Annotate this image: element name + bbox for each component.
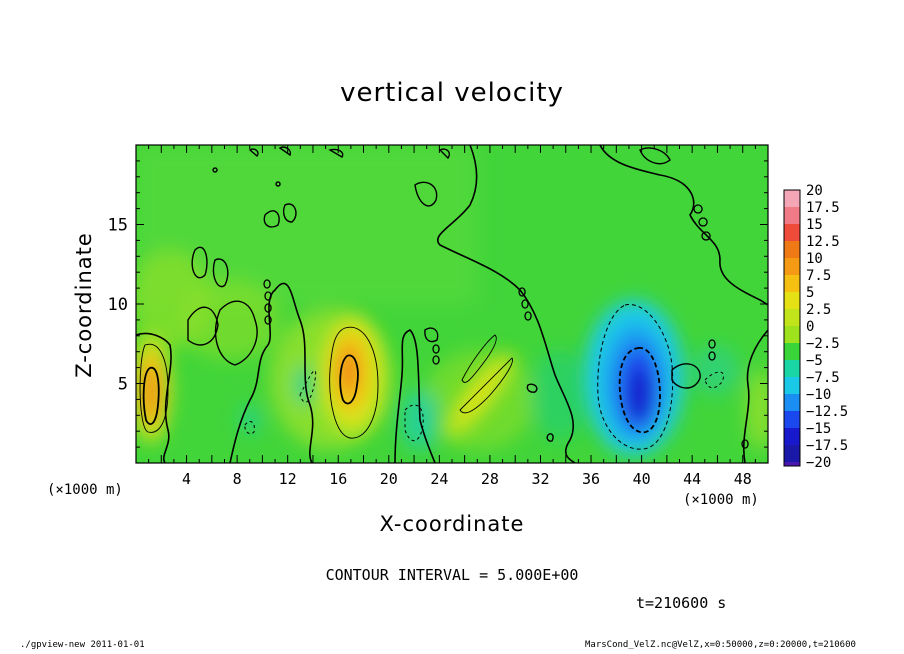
colorbar-label: 12.5	[806, 234, 840, 250]
contour-plus5-center	[329, 326, 379, 439]
colorbar-label: 5	[806, 285, 814, 301]
colorbar-swatch	[784, 462, 800, 467]
x-tick-label: 28	[481, 470, 499, 488]
colorbar-swatch	[784, 292, 800, 310]
contour-zero-e	[599, 145, 768, 306]
plot-area	[136, 145, 768, 463]
colorbar-label: −12.5	[806, 404, 848, 420]
colorbar-swatch	[784, 190, 800, 208]
colorbar-label: −5	[806, 353, 823, 369]
colorbar-swatch	[784, 224, 800, 242]
colorbar-swatch	[784, 394, 800, 412]
updraft-left	[136, 333, 171, 443]
colorbar-label: −15	[806, 421, 831, 437]
chart-title: vertical velocity	[340, 78, 564, 108]
colorbar-swatch	[784, 275, 800, 293]
contour-minus5-downdraft	[597, 304, 674, 450]
colorbar-swatch	[784, 445, 800, 463]
contour-top-fragments	[212, 146, 671, 187]
colorbar-swatch	[784, 207, 800, 225]
downdraft	[584, 300, 684, 456]
colorbar-swatch	[784, 377, 800, 395]
x-tick-label: 20	[380, 470, 398, 488]
colorbar-swatch	[784, 309, 800, 327]
contour-plus5-left	[139, 343, 169, 433]
contour-interval-text: CONTOUR INTERVAL = 5.000E+00	[325, 566, 579, 584]
colorbar-label: −20	[806, 455, 831, 471]
colorbar: 2017.51512.5107.552.50−2.5−5−7.5−10−12.5…	[783, 183, 848, 471]
contour-plus10-left	[142, 367, 160, 425]
x-tick-label: 16	[329, 470, 347, 488]
colorbar-swatch	[784, 428, 800, 446]
colorbar-label: 0	[806, 319, 814, 335]
contour-zero-blobs	[187, 181, 701, 442]
colorbar-swatch	[784, 411, 800, 429]
x-tick-label: 12	[279, 470, 297, 488]
colorbar-swatch	[784, 258, 800, 276]
contour-minus5-fragments	[244, 370, 724, 442]
contour-minus10-downdraft	[618, 347, 661, 434]
x-unit-label-left: (×1000 m)	[47, 482, 123, 498]
y-tick-label: 15	[108, 216, 128, 236]
contour-zero-circles	[263, 204, 749, 449]
contour-lines	[136, 145, 768, 463]
colorbar-swatch	[784, 241, 800, 259]
contour-zero-b	[394, 329, 436, 463]
y-axis-label: Z-coordinate	[72, 232, 96, 378]
footer-program: ./gpview-new 2011-01-01	[20, 640, 145, 650]
colorbar-label: −17.5	[806, 438, 848, 454]
x-axis-label: X-coordinate	[379, 512, 525, 536]
colorbar-label: 10	[806, 251, 823, 267]
x-tick-label: 8	[233, 470, 242, 488]
x-tick-label: 48	[734, 470, 752, 488]
colorbar-swatch	[784, 360, 800, 378]
x-axis: 4 8 12 16 20 24 28 32 36 40 44 48	[148, 145, 756, 488]
x-tick-label: 4	[182, 470, 191, 488]
y-tick-label: 10	[108, 295, 128, 315]
colorbar-label: −7.5	[806, 370, 840, 386]
colorbar-label: 2.5	[806, 302, 831, 318]
contour-zero-a	[229, 282, 314, 463]
contour-zero-d	[742, 329, 768, 463]
colorbar-label: 17.5	[806, 200, 840, 216]
x-unit-label-right: (×1000 m)	[683, 492, 759, 508]
colorbar-frame	[783, 189, 801, 467]
colorbar-label: 15	[806, 217, 823, 233]
colorbar-swatch	[784, 326, 800, 344]
x-tick-label: 44	[683, 470, 701, 488]
colorbar-label: 7.5	[806, 268, 831, 284]
x-tick-label: 40	[633, 470, 651, 488]
x-tick-label: 32	[531, 470, 549, 488]
colorbar-label: −10	[806, 387, 831, 403]
colorbar-label: 20	[806, 183, 823, 199]
contour-plus10-center	[339, 354, 359, 405]
x-tick-label: 36	[582, 470, 600, 488]
y-axis: 5 10 15	[108, 160, 768, 448]
footer-source: MarsCond_VelZ.nc@VelZ,x=0:50000,z=0:2000…	[585, 640, 856, 650]
contour-plus5-diagonal	[459, 334, 513, 414]
colorbar-label: −2.5	[806, 336, 840, 352]
colorbar-swatch	[784, 343, 800, 361]
x-tick-label: 24	[430, 470, 448, 488]
time-label: t=210600 s	[636, 594, 727, 612]
y-tick-label: 5	[118, 375, 128, 395]
